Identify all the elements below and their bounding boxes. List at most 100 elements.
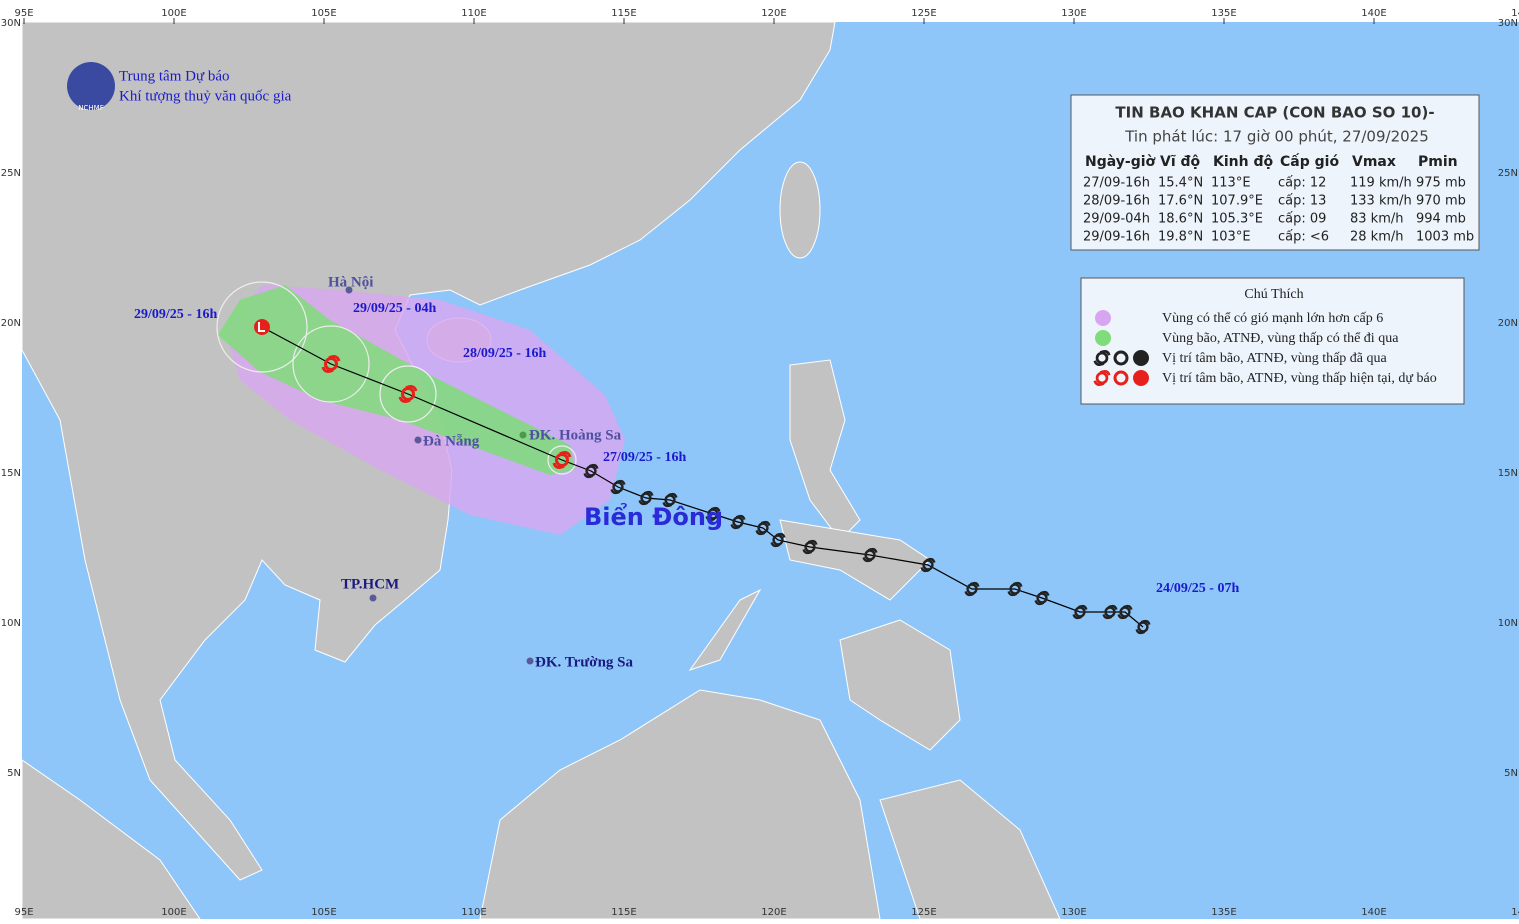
- legend-item: Vùng có thể có gió mạnh lớn hơn cấp 6: [1162, 311, 1383, 326]
- legend-swatch: [1095, 330, 1111, 346]
- table-cell: cấp: <6: [1278, 230, 1329, 245]
- lon-label: 105E: [311, 907, 336, 918]
- column-header: Ngày-giờ: [1085, 154, 1156, 170]
- bulletin-box: [1070, 94, 1480, 251]
- lon-label: 120E: [761, 8, 786, 19]
- table-cell: 28 km/h: [1350, 230, 1404, 245]
- track-label: 28/09/25 - 16h: [463, 346, 546, 361]
- lon-label: 135E: [1211, 8, 1236, 19]
- org-name: Trung tâm Dự báo: [119, 68, 230, 84]
- lon-label: 105E: [311, 8, 336, 19]
- lon-label: 145E: [1511, 907, 1519, 918]
- table-cell: 975 mb: [1416, 176, 1466, 191]
- table-cell: 133 km/h: [1350, 194, 1412, 209]
- lat-label: 5N: [7, 768, 21, 779]
- legend-swatch: [1093, 369, 1149, 387]
- table-cell: cấp: 09: [1278, 212, 1326, 227]
- column-header: Kinh độ: [1213, 154, 1273, 170]
- lat-label: 10N: [1498, 618, 1518, 629]
- lat-label: 15N: [1498, 468, 1518, 479]
- lon-label: 145E: [1511, 8, 1519, 19]
- table-cell: 17.6°N: [1158, 194, 1203, 209]
- lon-label: 100E: [161, 907, 186, 918]
- table-cell: cấp: 13: [1278, 194, 1326, 209]
- lon-label: 130E: [1061, 8, 1086, 19]
- lat-label: 5N: [1504, 768, 1518, 779]
- lat-label: 10N: [1, 618, 21, 629]
- lon-label: 120E: [761, 907, 786, 918]
- lon-label: 125E: [911, 907, 936, 918]
- track-label: 29/09/25 - 16h: [134, 307, 217, 322]
- left-band: [0, 0, 22, 919]
- lat-label: 25N: [1498, 168, 1518, 179]
- lat-label: 30N: [1, 18, 21, 29]
- low-letter: [258, 322, 265, 332]
- column-header: Vmax: [1352, 154, 1396, 170]
- legend-item: Vị trí tâm bão, ATNĐ, vùng thấp đã qua: [1162, 351, 1388, 366]
- lon-label: 125E: [911, 8, 936, 19]
- table-cell: 83 km/h: [1350, 212, 1404, 227]
- logo-text: NCHMF: [78, 104, 103, 112]
- top-band: [0, 0, 1519, 22]
- table-cell: 113°E: [1211, 176, 1251, 191]
- lat-label: 15N: [1, 468, 21, 479]
- lon-label: 115E: [611, 907, 636, 918]
- sea-label: Biển Đông: [584, 501, 723, 531]
- bulletin-title: TIN BAO KHAN CAP (CON BAO SO 10)-: [1115, 104, 1434, 122]
- org-name: Khí tượng thuỷ văn quốc gia: [119, 88, 292, 104]
- lon-label: 110E: [461, 8, 486, 19]
- table-cell: 15.4°N: [1158, 176, 1203, 191]
- place-label: ĐK. Hoàng Sa: [529, 427, 622, 443]
- table-cell: 27/09-16h: [1083, 176, 1150, 191]
- lon-label: 130E: [1061, 907, 1086, 918]
- table-cell: 107.9°E: [1211, 194, 1263, 209]
- place-label: Hà Nội: [328, 274, 373, 290]
- forecast-circles: [216, 281, 577, 475]
- table-cell: 19.8°N: [1158, 230, 1203, 245]
- legend-item: Vùng bão, ATNĐ, vùng thấp có thể đi qua: [1162, 331, 1399, 346]
- track-label: 24/09/25 - 07h: [1156, 581, 1239, 596]
- place-label: Đà Nẵng: [423, 433, 480, 449]
- low-icon: [254, 319, 270, 335]
- table-cell: 105.3°E: [1211, 212, 1263, 227]
- table-cell: 994 mb: [1416, 212, 1466, 227]
- table-cell: 18.6°N: [1158, 212, 1203, 227]
- forecast-positions: [254, 319, 572, 469]
- legend-title: Chú Thích: [1244, 287, 1303, 302]
- column-header: Vĩ độ: [1160, 154, 1201, 170]
- legend-swatch: [1095, 310, 1111, 326]
- table-cell: 28/09-16h: [1083, 194, 1150, 209]
- logo: [67, 62, 115, 110]
- place-label: TP.HCM: [341, 576, 399, 592]
- table-cell: 29/09-04h: [1083, 212, 1150, 227]
- lat-label: 30N: [1498, 18, 1518, 29]
- lon-label: 100E: [161, 8, 186, 19]
- lon-label: 115E: [611, 8, 636, 19]
- lat-label: 20N: [1498, 318, 1518, 329]
- bulletin-issued: Tin phát lúc: 17 giờ 00 phút, 27/09/2025: [1124, 128, 1429, 146]
- table-cell: 970 mb: [1416, 194, 1466, 209]
- column-header: Cấp gió: [1280, 153, 1339, 170]
- lat-label: 20N: [1, 318, 21, 329]
- track-label: 29/09/25 - 04h: [353, 301, 436, 316]
- table-cell: 29/09-16h: [1083, 230, 1150, 245]
- lon-label: 95E: [14, 8, 33, 19]
- track-line: [261, 326, 1144, 628]
- lon-label: 110E: [461, 907, 486, 918]
- table-cell: 119 km/h: [1350, 176, 1412, 191]
- lon-label: 140E: [1361, 907, 1386, 918]
- column-header: Pmin: [1418, 154, 1458, 170]
- lon-label: 95E: [14, 907, 33, 918]
- legend-swatch: [1093, 349, 1149, 367]
- place-label: ĐK. Trường Sa: [535, 654, 634, 670]
- table-cell: 103°E: [1211, 230, 1251, 245]
- table-cell: cấp: 12: [1278, 176, 1326, 191]
- place-dots: [345, 286, 534, 665]
- track-label: 27/09/25 - 16h: [603, 450, 686, 465]
- lon-label: 140E: [1361, 8, 1386, 19]
- lon-label: 135E: [1211, 907, 1236, 918]
- legend-item: Vị trí tâm bão, ATNĐ, vùng thấp hiện tại…: [1162, 371, 1437, 386]
- table-cell: 1003 mb: [1416, 230, 1474, 245]
